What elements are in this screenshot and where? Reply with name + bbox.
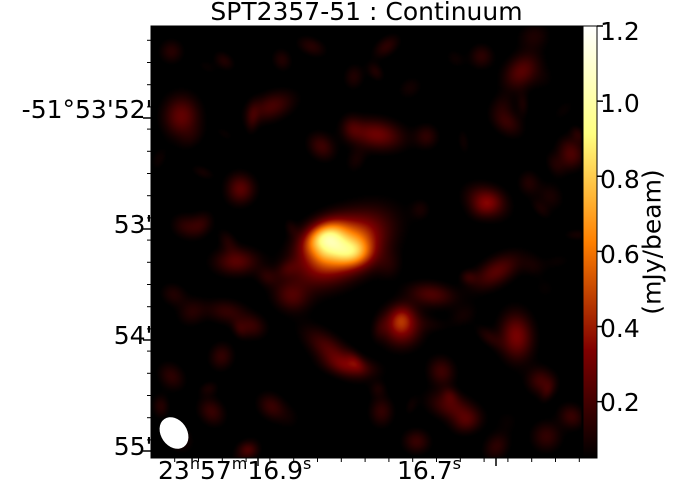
continuum-heatmap: [151, 26, 582, 458]
x-tick-minutes: 57: [199, 456, 232, 485]
x-tick-seconds: 16.9: [247, 456, 304, 485]
image-frame: [150, 25, 583, 459]
x-tick-unit: s: [452, 454, 462, 473]
colorbar-tick-label: 0.8: [600, 165, 640, 194]
x-tick-unit: s: [303, 454, 312, 473]
x-tick-label: 16.7s: [397, 454, 462, 485]
y-tick-label: -51°53'52": [21, 95, 157, 124]
x-tick-label: 23h57m16.9s: [158, 454, 312, 485]
colorbar-label: (mJy/beam): [637, 169, 667, 315]
colorbar-tick-label: 0.6: [600, 240, 640, 269]
beam-ellipse: [159, 417, 189, 449]
colorbar: [582, 25, 598, 459]
colorbar-tick-label: 0.2: [600, 388, 640, 417]
image-panel: [151, 26, 582, 458]
chart-title: SPT2357-51 : Continuum: [210, 0, 523, 26]
x-tick-unit: h: [189, 454, 200, 473]
colorbar-tick-label: 1.2: [600, 17, 640, 46]
colorbar-tick-label: 0.4: [600, 314, 640, 343]
x-tick-seconds: 16.7: [397, 456, 453, 485]
y-tick-label: 55": [113, 432, 157, 461]
x-tick-hours: 23: [158, 456, 190, 485]
x-tick-unit: m: [231, 454, 248, 473]
colorbar-tick-label: 1.0: [600, 89, 640, 118]
y-tick-label: 54": [113, 321, 157, 350]
y-tick-label: 53": [113, 210, 157, 239]
